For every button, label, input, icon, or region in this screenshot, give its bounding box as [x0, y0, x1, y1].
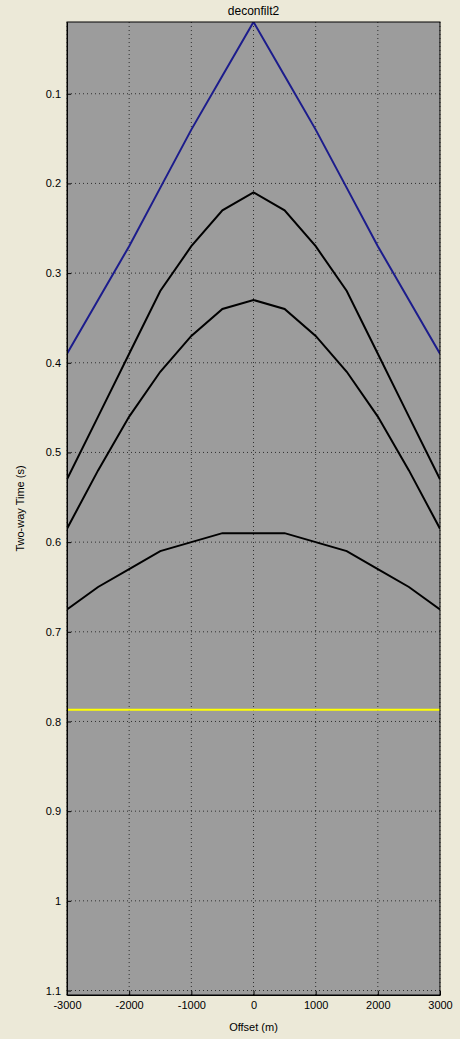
y-grid-line	[67, 900, 440, 901]
curve	[67, 192, 440, 479]
title: deconfilt2	[228, 4, 280, 18]
y-tick: 0.7	[46, 626, 71, 638]
y-tick-label: 0.5	[46, 446, 61, 458]
y-tick: 1	[55, 895, 71, 907]
y-axis-title: Two-way Time (s)	[14, 465, 26, 551]
y-grid-line	[67, 990, 440, 991]
y-tick-label: 0.8	[46, 716, 61, 728]
x-tick-mark	[254, 991, 255, 995]
y-tick-label: 0.7	[46, 626, 61, 638]
y-tick: 0.5	[46, 446, 71, 458]
y-tick-mark	[67, 183, 71, 184]
curve	[67, 300, 440, 529]
curve	[67, 533, 440, 609]
y-tick: 0.2	[46, 177, 71, 189]
x-tick: -1000	[178, 991, 206, 1011]
y-tick-label: 0.4	[46, 357, 61, 369]
x-tick-label: 1000	[304, 999, 328, 1011]
curve	[67, 709, 440, 711]
x-tick-mark	[191, 991, 192, 995]
chart: -3000 -2000 -1000 0 1000 2000 3000 0.1 0.2 0.3 0.4…	[0, 0, 460, 1039]
y-grid-line	[67, 273, 440, 274]
y-tick: 1.1	[46, 985, 71, 997]
y-grid-line	[67, 542, 440, 543]
plot-area	[67, 22, 440, 710]
y-grid-line	[67, 721, 440, 722]
x-tick-mark	[129, 991, 130, 995]
x-tick-label: 2000	[366, 999, 390, 1011]
y-tick-label: 0.6	[46, 536, 61, 548]
y-grid-line	[67, 452, 440, 453]
x-axis-line	[68, 995, 441, 996]
x-tick: 2000	[366, 991, 390, 1011]
y-tick: 0.8	[46, 716, 71, 728]
y-tick-label: 0.2	[46, 177, 61, 189]
y-grid-line	[67, 631, 440, 632]
x-axis-title: Offset (m)	[229, 1021, 278, 1033]
x-tick: -2000	[116, 991, 144, 1011]
y-grid-line	[67, 362, 440, 363]
x-tick-mark	[440, 991, 441, 995]
x-grid-line	[129, 22, 130, 995]
y-tick-mark	[67, 991, 71, 992]
x-tick-label: -2000	[116, 999, 144, 1011]
y-grid-line	[67, 183, 440, 184]
x-axis: -3000 -2000 -1000 0 1000 2000 3000	[53, 991, 452, 1011]
x-tick-mark	[316, 991, 317, 995]
x-grid-line	[377, 22, 378, 995]
y-axis: 0.1 0.2 0.3 0.4 0.5 0.6 0.7 0.8 0.9 1 1.1	[46, 23, 71, 997]
y-tick-mark	[67, 632, 71, 633]
y-tick-label: 0.3	[46, 267, 61, 279]
x-grid-line	[191, 22, 192, 995]
y-tick: 0.1	[46, 88, 71, 100]
y-tick-mark	[67, 811, 71, 812]
x-tick: 3000	[428, 991, 452, 1011]
x-tick-label: -1000	[178, 999, 206, 1011]
x-tick-mark	[378, 991, 379, 995]
y-axis-line	[67, 23, 68, 996]
y-tick-mark	[67, 452, 71, 453]
x-grid-line	[315, 22, 316, 995]
y-tick: 0.6	[46, 536, 71, 548]
x-tick-label: 0	[251, 999, 257, 1011]
y-tick: 0.9	[46, 805, 71, 817]
x-tick: 0	[251, 991, 257, 1011]
y-tick-mark	[67, 94, 71, 95]
y-tick-mark	[67, 542, 71, 543]
grid	[67, 22, 440, 995]
y-grid-line	[67, 811, 440, 812]
plot-background	[67, 22, 440, 995]
x-tick: 1000	[304, 991, 328, 1011]
y-tick-label: 0.1	[46, 88, 61, 100]
y-tick-mark	[67, 721, 71, 722]
y-tick-mark	[67, 901, 71, 902]
curve	[67, 22, 440, 354]
x-tick-label: 3000	[428, 999, 452, 1011]
y-tick-mark	[67, 363, 71, 364]
y-tick-mark	[67, 273, 71, 274]
plot-frame	[67, 22, 440, 995]
y-tick: 0.4	[46, 357, 71, 369]
y-tick-label: 0.9	[46, 805, 61, 817]
y-grid-line	[67, 93, 440, 94]
x-grid-line	[253, 22, 254, 995]
y-tick-label: 1	[55, 895, 61, 907]
x-tick-label: -3000	[53, 999, 81, 1011]
y-tick: 0.3	[46, 267, 71, 279]
y-tick-label: 1.1	[46, 985, 61, 997]
